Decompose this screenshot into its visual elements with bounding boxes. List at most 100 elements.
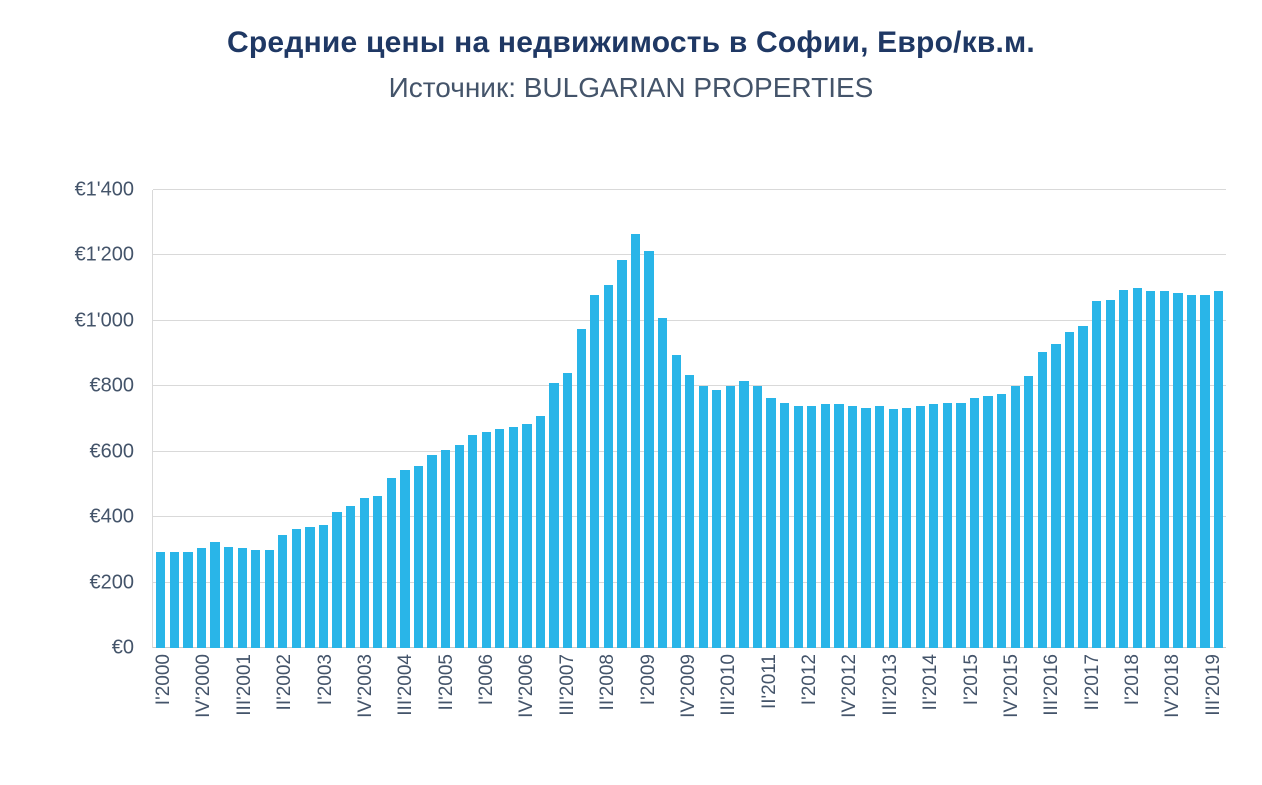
bar-slot	[697, 190, 711, 648]
bar-slot	[819, 190, 833, 648]
bar	[522, 423, 532, 648]
x-tick-label: III'2004	[395, 654, 417, 716]
x-label-slot: II'2017	[1082, 654, 1104, 774]
bar	[278, 535, 288, 648]
bar-slot	[290, 190, 304, 648]
x-label-slot	[498, 654, 507, 774]
bar-slot	[1131, 190, 1145, 648]
bar-slot	[344, 190, 358, 648]
x-label-slot: I'2012	[799, 654, 821, 774]
bar-slot	[791, 190, 805, 648]
bar-slot	[764, 190, 778, 648]
x-label-slot: I'2000	[153, 654, 175, 774]
bar	[712, 389, 722, 648]
x-tick-label: II'2008	[597, 654, 619, 711]
bar	[902, 407, 912, 648]
y-tick-label: €800	[89, 374, 135, 397]
bar-slot	[208, 190, 222, 648]
x-label-slot	[619, 654, 628, 774]
x-label-slot: IV'2009	[678, 654, 700, 774]
bar-slot	[629, 190, 643, 648]
bar-slot	[669, 190, 683, 648]
bar	[861, 407, 871, 648]
bar	[454, 445, 464, 648]
bar	[305, 526, 315, 648]
bar-slot	[1185, 190, 1199, 648]
bar	[291, 528, 302, 648]
x-tick-label: IV'2006	[516, 654, 538, 718]
bar	[1119, 289, 1129, 648]
x-label-slot	[790, 654, 799, 774]
x-label-slot: IV'2000	[193, 654, 215, 774]
bar	[603, 284, 613, 648]
bar	[915, 405, 925, 648]
bar-slot	[1198, 190, 1212, 648]
x-label-slot	[861, 654, 870, 774]
x-label-slot	[1184, 654, 1193, 774]
bar-slot	[710, 190, 724, 648]
x-label-slot	[700, 654, 709, 774]
x-label-slot	[588, 654, 597, 774]
x-tick-label: III'2001	[233, 654, 255, 716]
bar	[1024, 376, 1034, 648]
bar-slot	[1036, 190, 1050, 648]
x-label-slot	[296, 654, 305, 774]
bar	[156, 551, 166, 648]
x-tick-label: I'2009	[637, 654, 659, 706]
bar	[468, 435, 478, 648]
x-label-slot	[386, 654, 395, 774]
x-label-slot	[426, 654, 435, 774]
x-tick-label: II'2002	[274, 654, 296, 711]
bar-slot	[195, 190, 209, 648]
x-label-slot	[1104, 654, 1113, 774]
bar-slot	[968, 190, 982, 648]
bar-slot	[547, 190, 561, 648]
x-label-slot	[175, 654, 184, 774]
bar-slot	[222, 190, 236, 648]
bar	[1010, 386, 1020, 648]
x-label-slot: III'2016	[1041, 654, 1063, 774]
bar-slot	[181, 190, 195, 648]
bar-slot	[276, 190, 290, 648]
x-label-slot	[830, 654, 839, 774]
bar	[237, 548, 247, 648]
bar-slot	[398, 190, 412, 648]
x-label-slot	[538, 654, 547, 774]
bar-slot	[1022, 190, 1036, 648]
x-label-slot: III'2013	[880, 654, 902, 774]
x-label-slot: II'2002	[274, 654, 296, 774]
y-axis-labels: €0 €200 €400 €600 €800 €1'000 €1'200 €1'400	[0, 179, 142, 659]
bar-slot	[507, 190, 521, 648]
x-label-slot: IV'2012	[839, 654, 861, 774]
gridline	[153, 254, 1226, 256]
bar-slot	[1063, 190, 1077, 648]
bar-slot	[886, 190, 900, 648]
bar	[251, 549, 261, 648]
x-tick-label: I'2012	[799, 654, 820, 706]
bar-slot	[656, 190, 670, 648]
bar-slot	[778, 190, 792, 648]
x-label-slot	[1032, 654, 1041, 774]
x-tick-label: I'2018	[1122, 654, 1143, 706]
bar-slot	[1049, 190, 1063, 648]
bar-slot	[995, 190, 1009, 648]
bar-slot	[480, 190, 494, 648]
bar-slot	[235, 190, 249, 648]
bar	[1173, 293, 1183, 648]
bar	[1037, 351, 1047, 648]
x-label-slot: IV'2015	[1001, 654, 1023, 774]
y-tick-label: €400	[89, 505, 135, 528]
x-label-slot: I'2003	[315, 654, 337, 774]
bar-slot	[168, 190, 182, 648]
x-label-slot	[1113, 654, 1122, 774]
bar-slot	[683, 190, 697, 648]
bar	[223, 546, 234, 648]
x-tick-label: I'2006	[476, 654, 497, 706]
x-label-slot: II'2014	[920, 654, 942, 774]
bar-slot	[588, 190, 602, 648]
x-label-slot	[548, 654, 557, 774]
x-label-slot	[902, 654, 911, 774]
bar	[820, 404, 830, 648]
bar-slot	[1117, 190, 1131, 648]
x-label-slot: IV'2018	[1162, 654, 1184, 774]
